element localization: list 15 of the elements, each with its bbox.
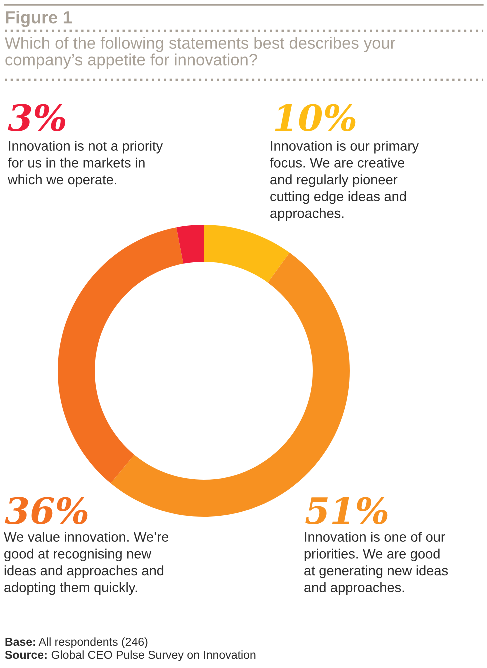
data-label: 51%: [306, 497, 388, 525]
slice-label: Innovation is not a priority for us in the markets in which we operate.: [8, 141, 164, 188]
data-label: 3%: [8, 104, 66, 132]
donut-slice: [204, 225, 290, 283]
data-label: 10%: [275, 104, 356, 132]
slice-label: Innovation is our primary focus. We are creative and regularly pioneer cutting edge ideas and approaches.: [270, 141, 420, 222]
source-note: Source: Global CEO Pulse Survey on Innovation: [5, 650, 256, 662]
slice-label: Innovation is one of our priorities. We are good at generating new ideas and approaches.: [304, 532, 448, 596]
chart-title: Figure 1: [6, 11, 72, 28]
donut-slice: [58, 228, 184, 484]
donut-slice: [176, 225, 204, 264]
data-label: 36%: [5, 497, 88, 525]
slice-label: We value innovation. We’re good at recognising new ideas and approaches and adopting them quickly.: [4, 532, 169, 596]
chart-subtitle: Which of the following statements best describes your company’s appetite for innovation?: [5, 37, 396, 69]
text: Base: All respondents (246): [6, 638, 148, 648]
